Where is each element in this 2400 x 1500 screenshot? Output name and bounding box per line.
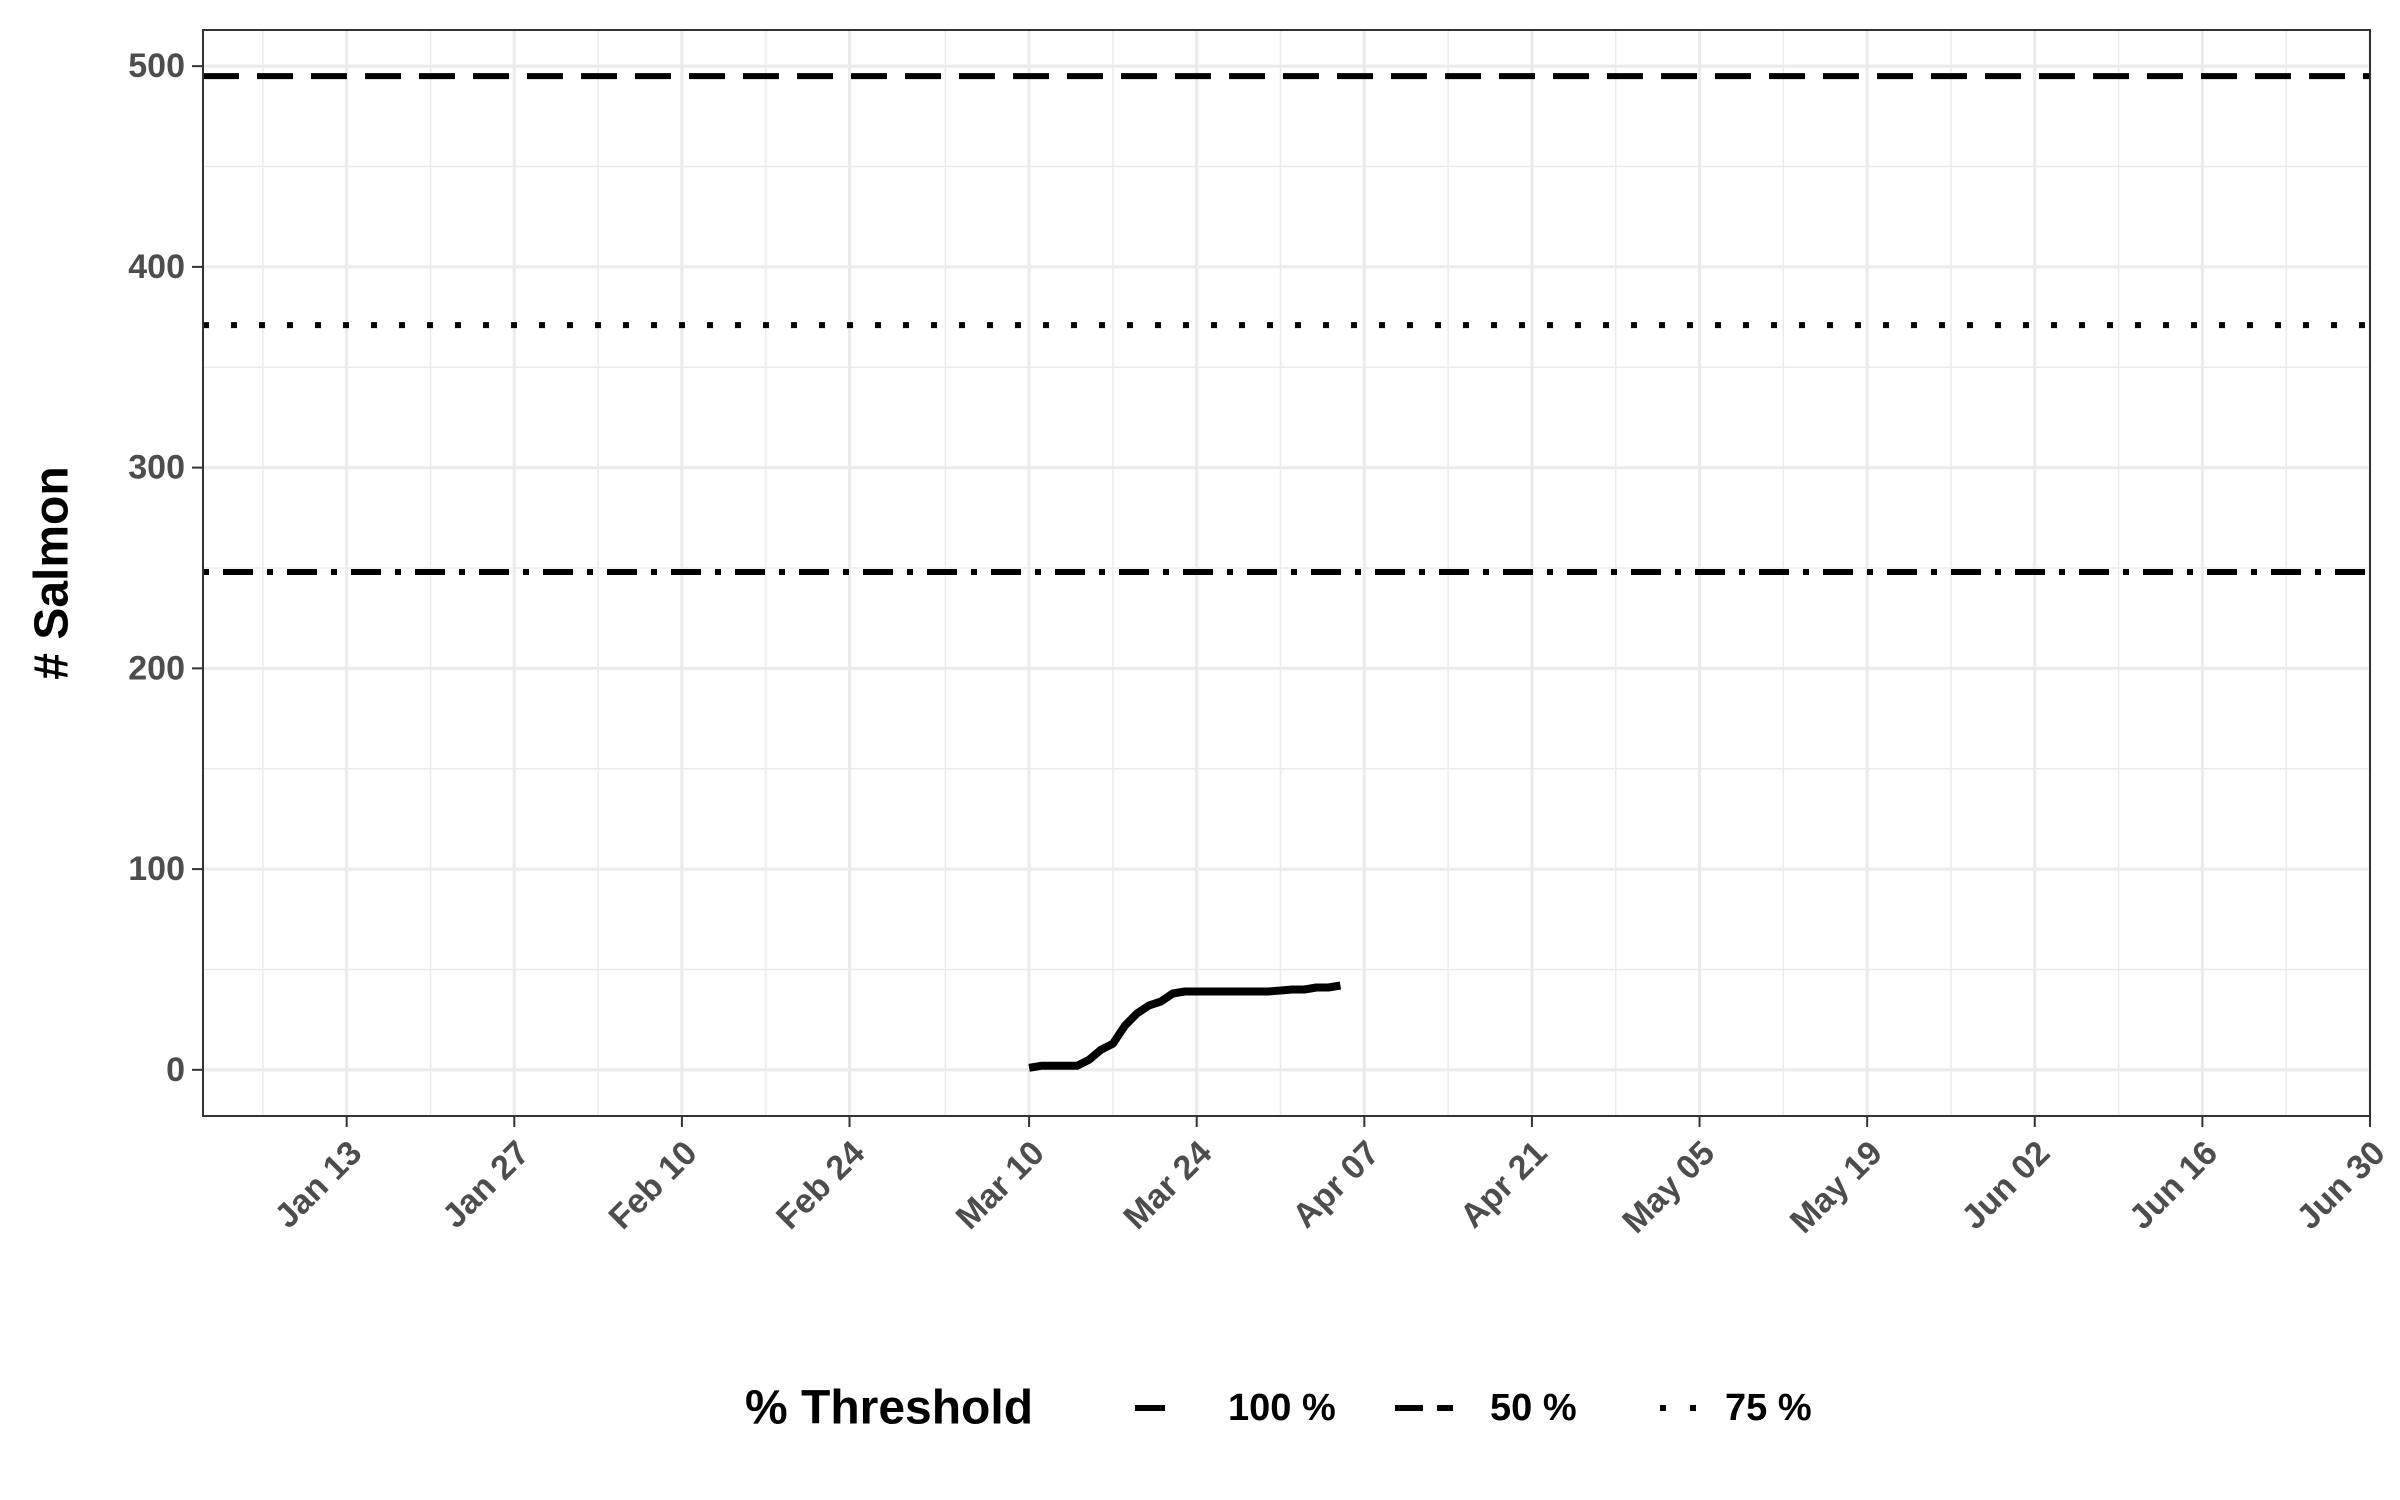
x-axis-labels: Jan 13 Jan 27 Feb 10 Feb 24 Mar 10 Mar 24 Apr … [268, 1134, 2393, 1241]
legend-label: 100 % [1228, 1387, 1336, 1429]
y-tick-label: 100 [128, 850, 185, 888]
x-tick-label: Feb 10 [601, 1134, 704, 1237]
legend: % Threshold 100 % 50 % 75 % [745, 1382, 1812, 1435]
panel-border [202, 29, 2371, 1117]
series-line-0 [1028, 981, 1342, 1072]
legend-label: 50 % [1490, 1387, 1577, 1429]
y-axis-title: # Salmon [26, 466, 79, 679]
y-tick-label: 400 [128, 248, 185, 286]
data-series [1028, 981, 1342, 1072]
y-tick-label: 0 [166, 1051, 185, 1089]
x-tick-label: Jun 16 [2122, 1134, 2225, 1237]
x-tick-label: Mar 10 [949, 1134, 1052, 1237]
x-tick-label: Mar 24 [1116, 1134, 1219, 1237]
x-tick-label: Jan 27 [435, 1134, 537, 1236]
y-tick-label: 200 [128, 649, 185, 687]
legend-title: % Threshold [745, 1382, 1033, 1435]
x-tick-label: Feb 24 [769, 1134, 872, 1237]
legend-entries: 100 % 50 % 75 % [1135, 1387, 1812, 1429]
legend-label: 75 % [1725, 1387, 1812, 1429]
y-tick-label: 300 [128, 449, 185, 487]
x-tick-label: Jun 30 [2290, 1134, 2393, 1237]
x-tick-label: May 19 [1783, 1134, 1890, 1241]
axis-ticks [192, 65, 2371, 1127]
x-tick-label: Jun 02 [1954, 1134, 2057, 1237]
threshold-lines [203, 73, 2370, 575]
y-axis-labels: 0 100 200 300 400 500 [128, 47, 185, 1089]
x-tick-label: Apr 21 [1453, 1134, 1555, 1236]
y-tick-label: 500 [128, 47, 185, 85]
x-tick-label: Jan 13 [268, 1134, 370, 1236]
x-tick-label: Apr 07 [1285, 1134, 1387, 1236]
x-tick-label: May 05 [1615, 1134, 1722, 1241]
